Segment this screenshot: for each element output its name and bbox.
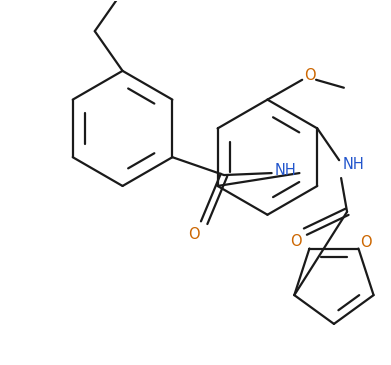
Text: O: O [290,234,301,249]
Text: O: O [188,227,200,242]
Text: NH: NH [342,157,364,172]
Text: O: O [361,235,372,250]
Text: O: O [304,68,316,83]
Text: NH: NH [274,162,296,178]
